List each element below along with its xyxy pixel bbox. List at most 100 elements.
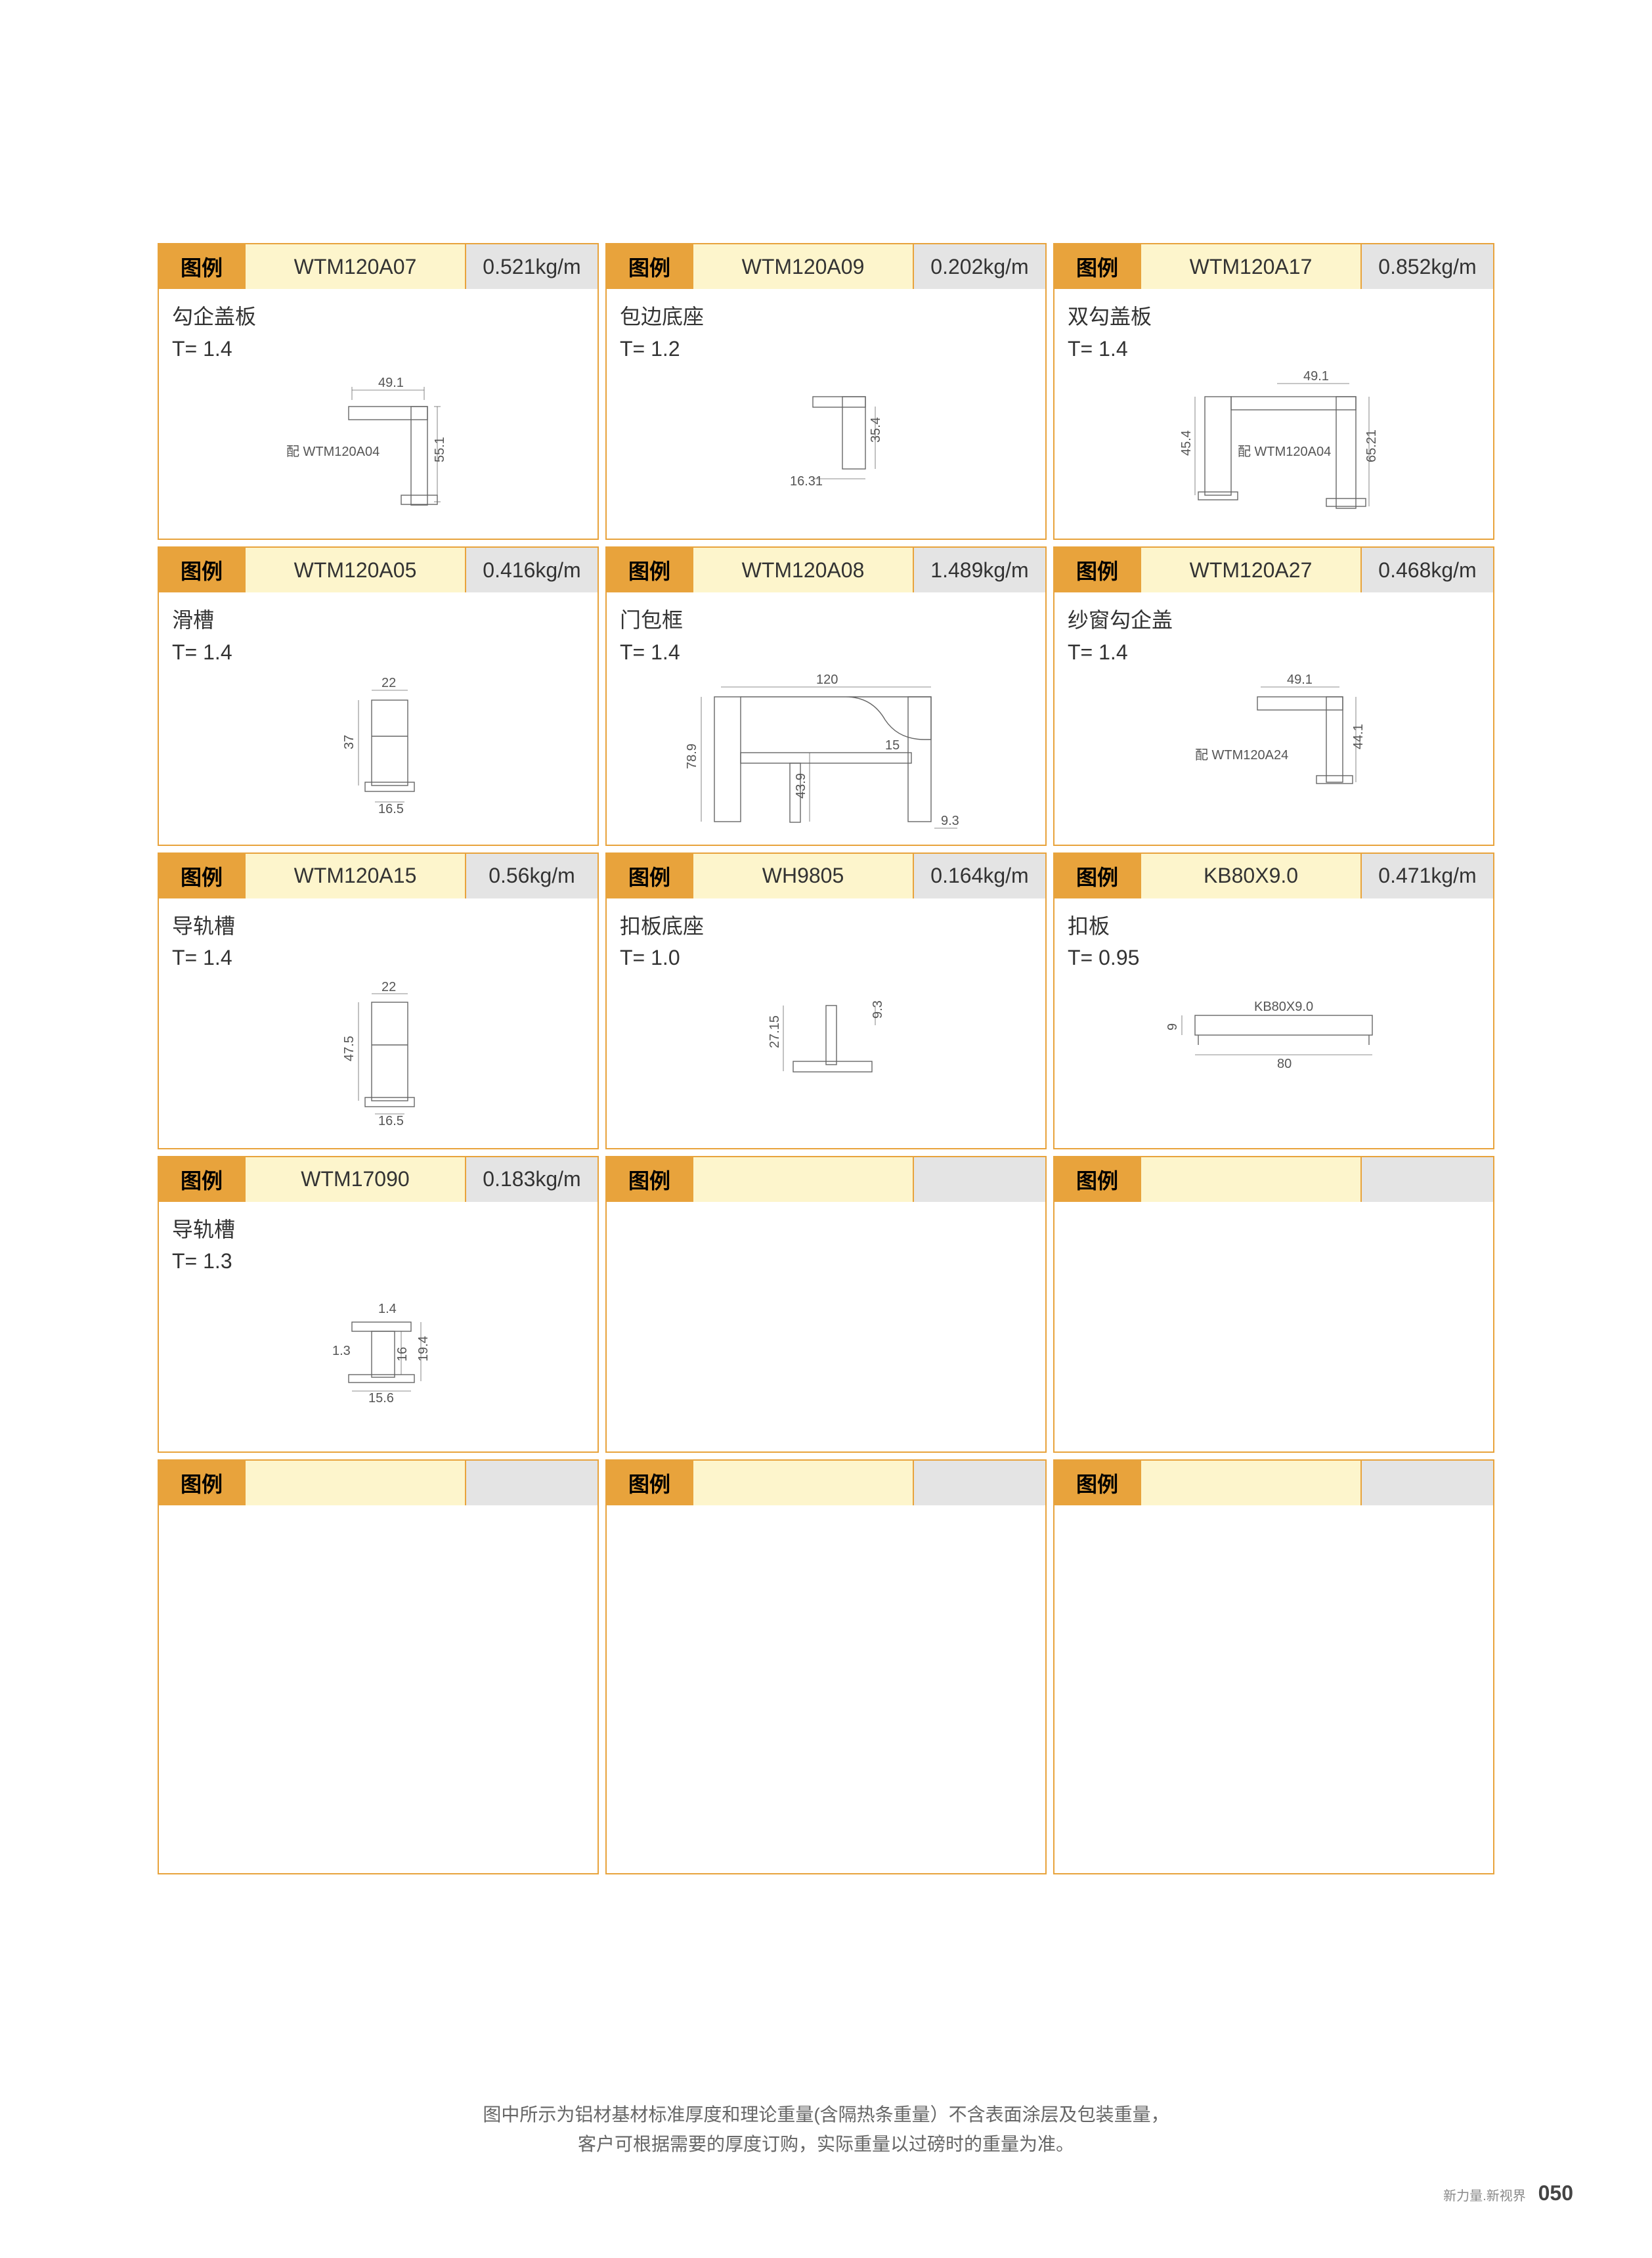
svg-text:15.6: 15.6: [368, 1391, 394, 1406]
part-name: 滑槽: [172, 606, 584, 635]
legend-label: 图例: [607, 548, 692, 592]
cell-body: 扣板底座 T= 1.0 9.3 27.15: [607, 898, 1045, 1148]
cell-header: 图例 WTM120A27 0.468kg/m: [1054, 548, 1493, 592]
product-code: WH9805: [692, 854, 914, 898]
svg-text:49.1: 49.1: [1303, 370, 1329, 384]
spec-cell-empty: 图例: [605, 1156, 1047, 1453]
product-code: WTM120A15: [244, 854, 466, 898]
spec-cell: 图例 WTM120A07 0.521kg/m 勾企盖板 T= 1.4 49.1: [158, 243, 599, 540]
product-weight: 0.471kg/m: [1362, 854, 1493, 898]
cell-header: 图例 WH9805 0.164kg/m: [607, 854, 1045, 898]
spec-cell-empty: 图例: [605, 1459, 1047, 1874]
thickness: T= 1.4: [1068, 334, 1480, 364]
profile-diagram: 22 37 16.5: [172, 674, 584, 818]
product-weight: [914, 1461, 1045, 1505]
page-number-value: 050: [1538, 2181, 1573, 2205]
thickness: T= 0.95: [1068, 943, 1480, 973]
cell-body: 门包框 T= 1.4 120 78.9 43.9: [607, 592, 1045, 845]
svg-text:KB80X9.0: KB80X9.0: [1254, 1000, 1313, 1014]
catalog-page: 图例 WTM120A07 0.521kg/m 勾企盖板 T= 1.4 49.1: [0, 0, 1652, 2258]
spec-cell: 图例 WTM17090 0.183kg/m 导轨槽 T= 1.3 1.4 1.3…: [158, 1156, 599, 1453]
svg-text:16: 16: [395, 1347, 410, 1361]
spec-cell: 图例 WTM120A05 0.416kg/m 滑槽 T= 1.4 22 37: [158, 546, 599, 846]
profile-diagram: 35.4 16.31: [620, 370, 1032, 502]
footer-note: 图中所示为铝材基材标准厚度和理论重量(含隔热条重量）不含表面涂层及包装重量， 客…: [0, 2100, 1652, 2159]
svg-text:35.4: 35.4: [869, 417, 883, 443]
cell-header: 图例 WTM120A05 0.416kg/m: [159, 548, 598, 592]
svg-text:120: 120: [816, 674, 838, 687]
svg-text:9.3: 9.3: [871, 1000, 885, 1019]
spec-cell: 图例 WTM120A08 1.489kg/m 门包框 T= 1.4 120: [605, 546, 1047, 846]
spec-cell: 图例 WTM120A09 0.202kg/m 包边底座 T= 1.2 35.4 …: [605, 243, 1047, 540]
cell-header: 图例 WTM120A09 0.202kg/m: [607, 244, 1045, 289]
svg-text:47.5: 47.5: [342, 1036, 357, 1061]
thickness: T= 1.4: [172, 638, 584, 667]
spec-cell-empty: 图例: [158, 1459, 599, 1874]
legend-label: 图例: [607, 1461, 692, 1505]
product-code: [1140, 1157, 1362, 1202]
product-code: [244, 1461, 466, 1505]
svg-text:1.3: 1.3: [332, 1344, 351, 1358]
spec-cell: 图例 WTM120A27 0.468kg/m 纱窗勾企盖 T= 1.4 49.1…: [1053, 546, 1494, 846]
spec-cell-empty: 图例: [1053, 1459, 1494, 1874]
cell-body: [607, 1505, 1045, 1873]
profile-diagram: 49.1 45.4 65.21 配 WTM120A04: [1068, 370, 1480, 515]
part-name: 双勾盖板: [1068, 302, 1480, 332]
product-code: WTM120A17: [1140, 244, 1362, 289]
product-weight: 0.416kg/m: [466, 548, 598, 592]
svg-text:16.5: 16.5: [378, 1114, 404, 1128]
product-code: WTM120A05: [244, 548, 466, 592]
profile-diagram: 22 47.5 16.5: [172, 979, 584, 1130]
product-code: [692, 1157, 914, 1202]
cell-body: 包边底座 T= 1.2 35.4 16.31: [607, 289, 1045, 539]
legend-label: 图例: [159, 1461, 244, 1505]
cell-header: 图例 KB80X9.0 0.471kg/m: [1054, 854, 1493, 898]
thickness: T= 1.2: [620, 334, 1032, 364]
legend-label: 图例: [159, 548, 244, 592]
part-name: 扣板: [1068, 912, 1480, 941]
profile-diagram: 1.4 1.3 16 19.4 15.6: [172, 1283, 584, 1414]
legend-label: 图例: [607, 1157, 692, 1202]
svg-text:43.9: 43.9: [794, 773, 808, 799]
spec-cell: 图例 WTM120A17 0.852kg/m 双勾盖板 T= 1.4 49.1: [1053, 243, 1494, 540]
product-weight: [1362, 1461, 1493, 1505]
spec-cell: 图例 WTM120A15 0.56kg/m 导轨槽 T= 1.4 22 47.5: [158, 852, 599, 1149]
svg-text:19.4: 19.4: [416, 1336, 431, 1361]
svg-text:44.1: 44.1: [1351, 724, 1366, 749]
part-name: 勾企盖板: [172, 302, 584, 332]
svg-text:配 WTM120A04: 配 WTM120A04: [1238, 445, 1331, 459]
product-code: [1140, 1461, 1362, 1505]
cell-header: 图例: [1054, 1461, 1493, 1505]
svg-text:15: 15: [885, 738, 900, 753]
cell-header: 图例: [1054, 1157, 1493, 1202]
page-number: 新力量.新视界 050: [1443, 2181, 1573, 2205]
part-name: 包边底座: [620, 302, 1032, 332]
product-weight: 1.489kg/m: [914, 548, 1045, 592]
footer-line-2: 客户可根据需要的厚度订购，实际重量以过磅时的重量为准。: [0, 2130, 1652, 2159]
thickness: T= 1.0: [620, 943, 1032, 973]
svg-text:22: 22: [381, 980, 396, 994]
profile-diagram: 9.3 27.15: [620, 979, 1032, 1111]
thickness: T= 1.4: [1068, 638, 1480, 667]
svg-text:49.1: 49.1: [378, 376, 404, 390]
legend-label: 图例: [1054, 1157, 1140, 1202]
cell-header: 图例: [159, 1461, 598, 1505]
cell-header: 图例 WTM120A15 0.56kg/m: [159, 854, 598, 898]
product-weight: [466, 1461, 598, 1505]
spec-cell: 图例 WH9805 0.164kg/m 扣板底座 T= 1.0 9.3 27.1…: [605, 852, 1047, 1149]
spec-cell: 图例 KB80X9.0 0.471kg/m 扣板 T= 0.95 KB80X9.…: [1053, 852, 1494, 1149]
product-weight: [914, 1157, 1045, 1202]
svg-text:1.4: 1.4: [378, 1302, 397, 1316]
cell-body: 双勾盖板 T= 1.4 49.1 45.4 65.21: [1054, 289, 1493, 539]
product-weight: [1362, 1157, 1493, 1202]
svg-text:27.15: 27.15: [768, 1015, 782, 1048]
svg-text:45.4: 45.4: [1179, 430, 1194, 456]
cell-body: [607, 1202, 1045, 1451]
product-weight: 0.202kg/m: [914, 244, 1045, 289]
legend-label: 图例: [607, 244, 692, 289]
part-name: 扣板底座: [620, 912, 1032, 941]
svg-text:49.1: 49.1: [1287, 674, 1313, 687]
cell-header: 图例 WTM120A07 0.521kg/m: [159, 244, 598, 289]
part-name: 导轨槽: [172, 912, 584, 941]
svg-text:9.3: 9.3: [941, 814, 959, 828]
